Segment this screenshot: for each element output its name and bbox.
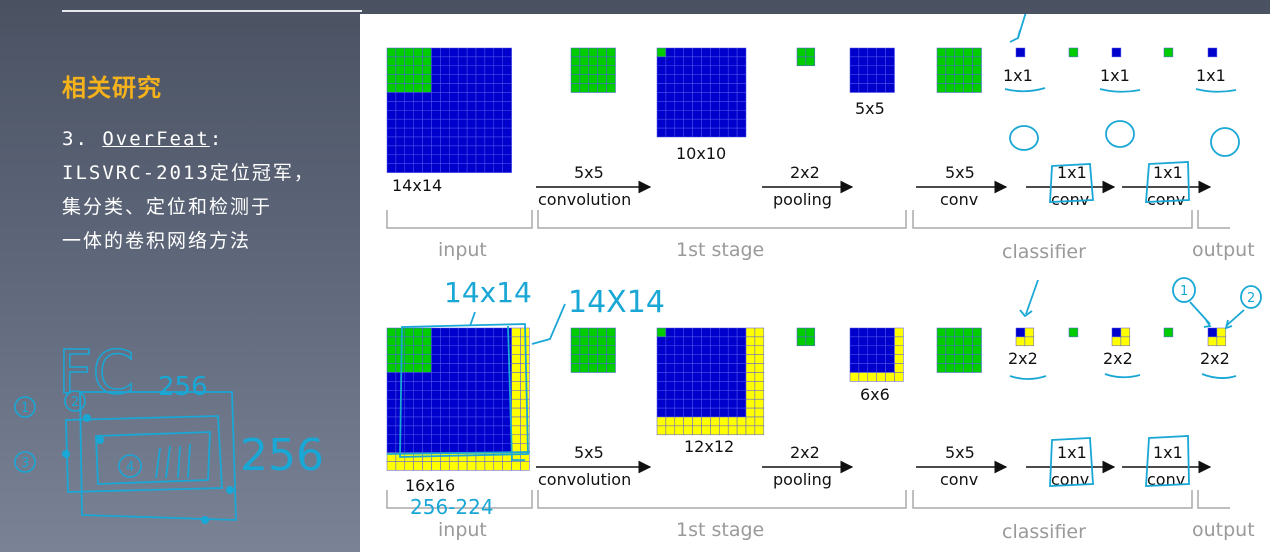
top-op2-name: pooling	[773, 190, 832, 209]
section-heading: 相关研究	[62, 75, 162, 102]
bottom-stage-output: output	[1192, 519, 1255, 541]
item-colon: :	[209, 128, 224, 150]
handwritten-sketch: FC 256 256 1 2 3 4	[14, 337, 324, 524]
ann-circle-3: 3	[21, 456, 29, 471]
bottom-op3-name: conv	[940, 470, 978, 489]
top-conv-size: 10x10	[676, 144, 726, 163]
bottom-conv-kernel	[570, 327, 616, 373]
item-name-link[interactable]: OverFeat	[102, 128, 210, 150]
ann-circle-1: 1	[21, 401, 29, 416]
bottom-stage-1: 1st stage	[676, 519, 764, 541]
bottom-pool-kernel	[796, 327, 816, 347]
ann-circle-2: 2	[71, 395, 79, 410]
pen-annotations	[386, 14, 1262, 487]
bottom-out-grid-1	[1015, 327, 1035, 347]
bottom-k3-cell	[1163, 327, 1174, 338]
bottom-op2-name: pooling	[773, 470, 832, 489]
bottom-input-size: 16x16	[405, 476, 455, 495]
ann-fc-num: 256	[158, 372, 208, 402]
top-pool-kernel	[796, 47, 816, 67]
top-k3-cell	[1163, 47, 1174, 58]
overfeat-diagram: 14x14 10x10 5x5 1x1 1x1 1x1 5x5 convolut…	[386, 14, 1262, 543]
top-op3-size: 5x5	[945, 163, 975, 182]
bottom-pool-size: 6x6	[860, 385, 890, 404]
top-stage-output: output	[1192, 239, 1255, 261]
ann-out-circle-2: 2	[1247, 291, 1255, 306]
bottom-stage-input: input	[438, 519, 487, 541]
bottom-k2-cell	[1068, 327, 1079, 338]
top-op1-name: convolution	[538, 190, 631, 209]
desc-line-2: 集分类、定位和检测于	[62, 196, 273, 218]
bottom-op3-size: 5x5	[945, 443, 975, 462]
ann-under-input: 256-224	[410, 495, 494, 519]
bottom-input-grid	[386, 327, 530, 471]
item-title-line: 3. OverFeat:	[62, 122, 352, 156]
bottom-pool-output	[849, 327, 904, 382]
top-op5-size: 1x1	[1153, 163, 1183, 182]
ann-top-right: 14X14	[568, 285, 665, 320]
top-op3-name: conv	[940, 190, 978, 209]
bottom-op2-size: 2x2	[790, 443, 820, 462]
bottom-out-1: 2x2	[1008, 349, 1038, 368]
top-pool-output	[849, 47, 895, 93]
bottom-class-kernel	[936, 327, 982, 373]
top-input-size: 14x14	[392, 176, 442, 195]
bottom-out-3: 2x2	[1200, 349, 1230, 368]
bottom-conv-size: 12x12	[684, 437, 734, 456]
top-out-cell-2	[1111, 47, 1122, 58]
ann-side-num: 256	[240, 430, 324, 481]
top-input-grid	[386, 47, 512, 173]
ann-fc: FC	[58, 338, 134, 408]
top-out-3: 1x1	[1196, 66, 1226, 85]
top-stage-input: input	[438, 239, 487, 261]
slide-text-panel: 相关研究 3. OverFeat: ILSVRC-2013定位冠军， 集分类、定…	[0, 0, 360, 552]
top-conv-kernel	[570, 47, 616, 93]
top-stage-1: 1st stage	[676, 239, 764, 261]
top-out-1: 1x1	[1003, 66, 1033, 85]
title-rule	[62, 10, 362, 12]
ann-top-left: 14x14	[444, 276, 532, 309]
bottom-op1-size: 5x5	[574, 443, 604, 462]
bottom-op5-size: 1x1	[1153, 443, 1183, 462]
bottom-conv-output	[656, 327, 765, 436]
top-op1-size: 5x5	[574, 163, 604, 182]
top-op4-name: conv	[1051, 190, 1089, 209]
top-out-cell-1	[1015, 47, 1026, 58]
item-number: 3.	[62, 128, 89, 150]
top-pool-size: 5x5	[855, 99, 885, 118]
top-op2-size: 2x2	[790, 163, 820, 182]
top-out-2: 1x1	[1100, 66, 1130, 85]
top-stage-classifier: classifier	[1002, 241, 1086, 263]
bottom-op1-name: convolution	[538, 470, 631, 489]
top-k2-cell	[1068, 47, 1079, 58]
ann-circle-4: 4	[126, 460, 134, 475]
bottom-out-grid-3	[1207, 327, 1227, 347]
desc-line-3: 一体的卷积网络方法	[62, 230, 252, 252]
top-out-cell-3	[1207, 47, 1218, 58]
top-class-kernel	[936, 47, 982, 93]
research-description: 3. OverFeat: ILSVRC-2013定位冠军， 集分类、定位和检测于…	[62, 122, 352, 258]
figure-panel: 14x14 10x10 5x5 1x1 1x1 1x1 5x5 convolut…	[360, 14, 1270, 552]
top-op4-size: 1x1	[1057, 163, 1087, 182]
bottom-out-grid-2	[1111, 327, 1131, 347]
top-op5-name: conv	[1147, 190, 1185, 209]
bottom-op4-size: 1x1	[1057, 443, 1087, 462]
ann-out-circle-1: 1	[1180, 284, 1188, 299]
top-conv-output	[656, 47, 747, 138]
bottom-stage-classifier: classifier	[1002, 521, 1086, 543]
desc-line-1: ILSVRC-2013定位冠军，	[62, 162, 315, 184]
bottom-out-2: 2x2	[1103, 349, 1133, 368]
